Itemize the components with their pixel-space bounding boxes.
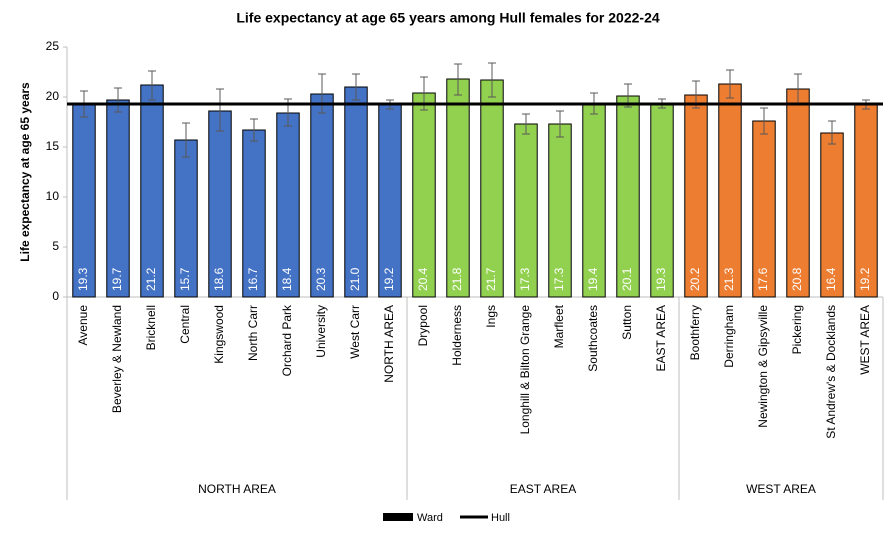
bar — [616, 95, 640, 298]
value-label: 19.3 — [654, 267, 668, 291]
bar — [412, 92, 436, 298]
x-tick-label: Pickering — [790, 305, 804, 354]
error-bar — [488, 62, 496, 98]
error-bar — [454, 63, 462, 96]
error-bar — [250, 118, 258, 142]
x-tick-label: Orchard Park — [280, 304, 294, 376]
value-label: 16.7 — [246, 267, 260, 291]
x-tick-label: Boothferry — [688, 305, 702, 360]
y-tick-label: 0 — [52, 289, 59, 303]
x-tick-label: NORTH AREA — [382, 305, 396, 383]
value-label: 20.1 — [620, 267, 634, 291]
bar — [344, 86, 368, 298]
value-label: 19.4 — [586, 267, 600, 291]
error-bar — [148, 70, 156, 101]
error-bar — [352, 73, 360, 101]
x-tick-label: Southcoates — [586, 305, 600, 372]
value-label: 21.7 — [484, 267, 498, 291]
error-bar — [556, 110, 564, 138]
value-label: 20.2 — [688, 267, 702, 291]
bar — [684, 94, 708, 298]
value-label: 18.4 — [280, 267, 294, 291]
value-label: 20.4 — [416, 267, 430, 291]
group-label: EAST AREA — [510, 482, 576, 496]
x-tick-label: Sutton — [620, 305, 634, 340]
x-tick-label: Bricknell — [144, 305, 158, 350]
error-bar — [216, 88, 224, 132]
bar — [480, 79, 504, 298]
x-tick-label: WEST AREA — [858, 305, 872, 375]
bar — [786, 88, 810, 298]
x-tick-label: Holderness — [450, 305, 464, 366]
value-label: 16.4 — [824, 267, 838, 291]
bar — [446, 78, 470, 298]
value-label: 21.2 — [144, 267, 158, 291]
legend-label: Ward — [417, 512, 443, 524]
value-label: 17.6 — [756, 267, 770, 291]
x-tick-label: University — [314, 305, 328, 358]
x-tick-label: Longhill & Bilton Grange — [518, 305, 532, 435]
x-tick-label: Central — [178, 305, 192, 344]
value-label: 21.3 — [722, 267, 736, 291]
error-bar — [114, 87, 122, 113]
x-tick-label: Drypool — [416, 305, 430, 346]
bar — [718, 83, 742, 298]
y-axis-title: Life expectancy at age 65 years — [18, 82, 32, 262]
chart-title: Life expectancy at age 65 years among Hu… — [236, 10, 660, 26]
bar — [106, 99, 130, 298]
x-tick-label: EAST AREA — [654, 305, 668, 371]
group-label: WEST AREA — [746, 482, 816, 496]
y-tick-label: 10 — [46, 189, 60, 203]
x-tick-label: Derringham — [722, 305, 736, 368]
error-bar — [760, 107, 768, 135]
value-label: 19.3 — [76, 267, 90, 291]
value-label: 15.7 — [178, 267, 192, 291]
x-tick-label: Marfleet — [552, 304, 566, 348]
x-tick-label: Avenue — [76, 305, 90, 346]
value-label: 17.3 — [552, 267, 566, 291]
error-bar — [522, 113, 530, 135]
y-tick-label: 15 — [46, 139, 60, 153]
y-tick-label: 25 — [46, 39, 60, 53]
legend-label: Hull — [491, 512, 510, 524]
x-tick-label: Beverley & Newland — [110, 305, 124, 413]
value-label: 17.3 — [518, 267, 532, 291]
x-tick-label: West Carr — [348, 305, 362, 359]
x-tick-label: St Andrew's & Docklands — [824, 305, 838, 439]
group-label: NORTH AREA — [198, 482, 276, 496]
value-label: 19.7 — [110, 267, 124, 291]
x-tick-label: Newington & Gipsyville — [756, 305, 770, 428]
value-label: 21.0 — [348, 267, 362, 291]
error-bar — [726, 69, 734, 99]
legend-swatch — [383, 513, 413, 521]
x-tick-label: Ings — [484, 305, 498, 328]
value-label: 18.6 — [212, 267, 226, 291]
value-label: 20.8 — [790, 267, 804, 291]
value-label: 19.2 — [858, 267, 872, 291]
bar — [140, 84, 164, 298]
y-tick-label: 5 — [52, 239, 59, 253]
x-tick-label: North Carr — [246, 305, 260, 361]
y-tick-label: 20 — [46, 89, 60, 103]
x-tick-label: Kingswood — [212, 305, 226, 364]
value-label: 19.2 — [382, 267, 396, 291]
value-label: 21.8 — [450, 267, 464, 291]
bar — [310, 93, 334, 298]
error-bar — [828, 120, 836, 145]
error-bar — [182, 122, 190, 158]
value-label: 20.3 — [314, 267, 328, 291]
error-bar — [318, 73, 326, 114]
